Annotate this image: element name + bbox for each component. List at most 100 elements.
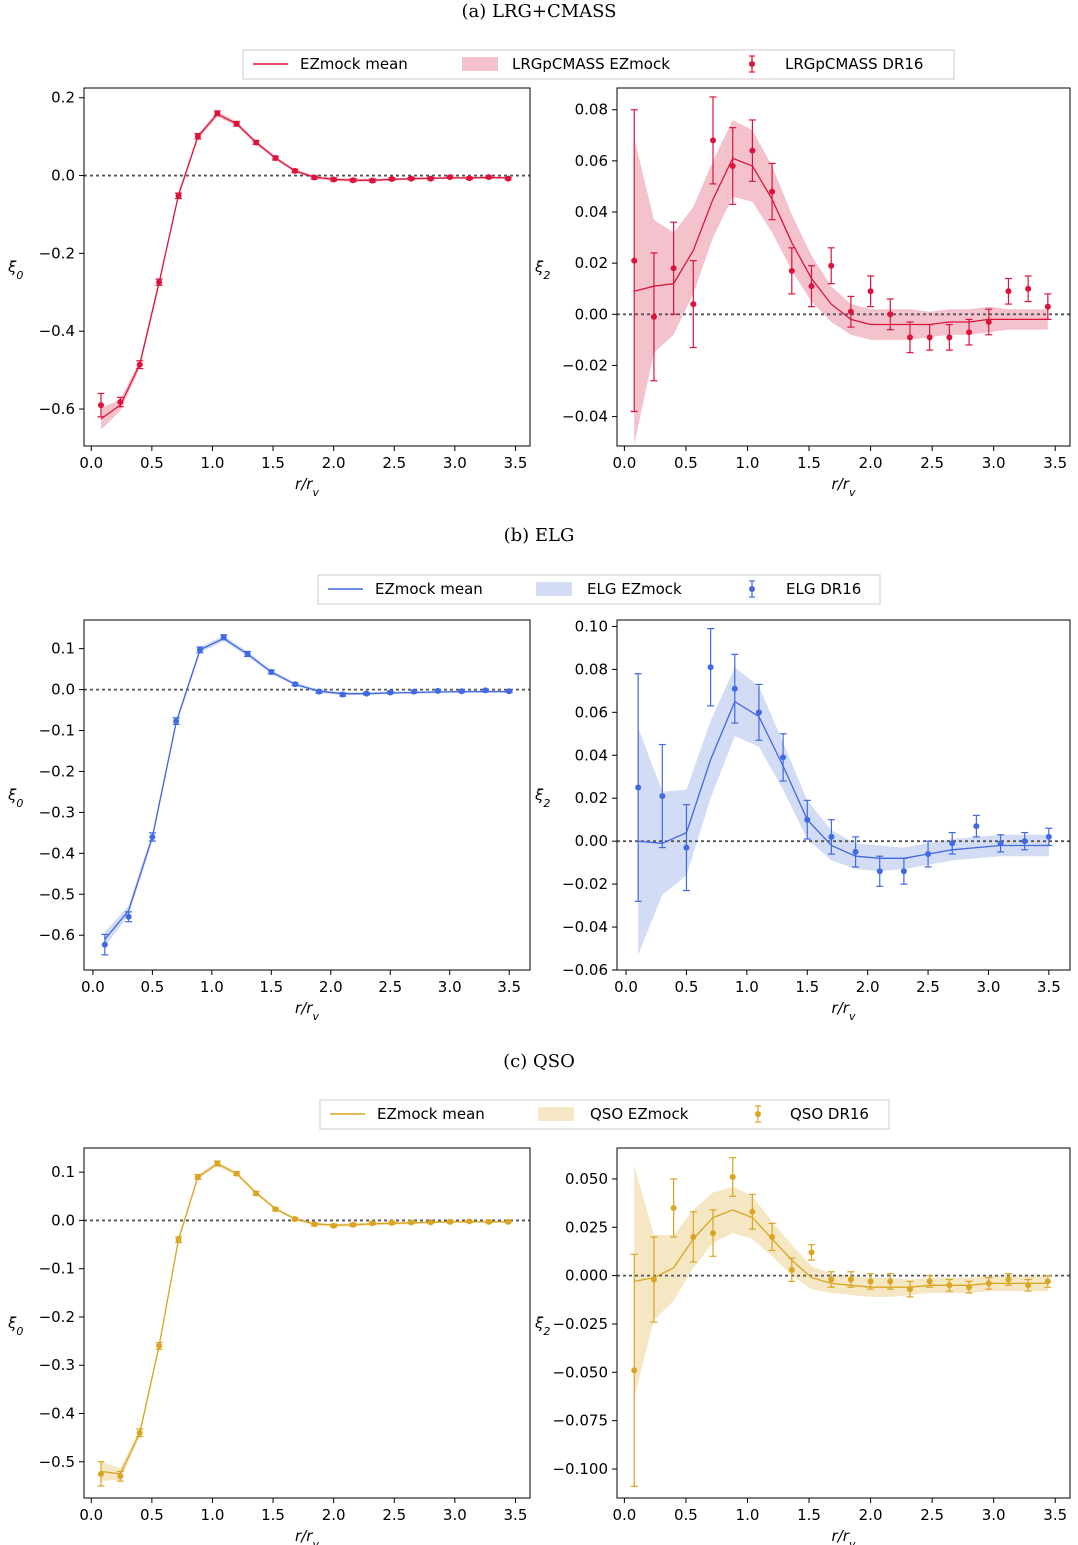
dr16-point [253, 1190, 260, 1197]
chart-c-xi2: 0.0 0.5 1.0 1.5 2.0 2.5 3.0 3.5 −0.100 −0.075 −0.0… [534, 1147, 1071, 1545]
legend-a-band-swatch [462, 57, 498, 71]
dr16-point [900, 868, 907, 875]
legend-b-obs-label: ELG DR16 [786, 580, 861, 598]
y-tick-label: −0.02 [562, 875, 608, 893]
dr16-point [136, 361, 143, 368]
dr16-point [659, 793, 666, 800]
x-tick-label: 3.0 [982, 454, 1006, 472]
dr16-point [427, 175, 434, 182]
dr16-point [482, 687, 489, 694]
ezmock-mean-line [100, 113, 509, 420]
dr16-point [196, 646, 203, 653]
legend-a: EZmock mean LRGpCMASS EZmock LRGpCMASS D… [242, 49, 955, 80]
y-axis-label: ξ2 [534, 786, 550, 810]
y-tick-label: 0.00 [575, 832, 608, 850]
x-tick-label: 0.0 [79, 1506, 103, 1524]
dr16-point [387, 689, 394, 696]
legend-b-mean-label: EZmock mean [375, 580, 483, 598]
y-axis-label: ξ0 [7, 258, 23, 282]
y-axis-label: ξ0 [7, 786, 23, 810]
dr16-point [1021, 838, 1028, 845]
dr16-point [214, 110, 221, 117]
x-axis-label: r/rv [832, 475, 856, 499]
panel-c-title: (c) QSO [503, 1051, 575, 1072]
y-tick-label: −0.2 [39, 762, 75, 780]
legend-c-marker [755, 1111, 761, 1117]
ezmock-mean-line [104, 637, 510, 940]
legend-c-obs-label: QSO DR16 [790, 1105, 869, 1123]
dr16-point [631, 1367, 638, 1374]
dr16-point [847, 308, 854, 315]
dr16-point [769, 188, 776, 195]
x-tick-label: 3.0 [982, 1506, 1006, 1524]
x-tick-label: 3.5 [1037, 978, 1061, 996]
chart-a-xi0: 0.0 0.5 1.0 1.5 2.0 2.5 3.0 3.5 −0.6 −0.4 −0.2 0.0 0… [7, 87, 531, 499]
dr16-point [887, 311, 894, 318]
legend-c-band-label: QSO EZmock [590, 1105, 689, 1123]
y-tick-label: −0.04 [562, 408, 608, 426]
x-tick-label: 1.0 [201, 1506, 225, 1524]
dr16-point [788, 267, 795, 274]
dr16-point [985, 1280, 992, 1287]
y-tick-label: 0.08 [575, 660, 608, 678]
dr16-point [268, 668, 275, 675]
dr16-point [233, 120, 240, 127]
y-tick-label: 0.0 [51, 1211, 75, 1229]
y-axis-label: ξ2 [534, 1314, 550, 1338]
dr16-point [311, 174, 318, 181]
dr16-point [350, 177, 357, 184]
x-tick-label: 1.0 [736, 454, 760, 472]
dr16-point [149, 833, 156, 840]
x-tick-label: 2.5 [382, 1506, 406, 1524]
dr16-point [330, 176, 337, 183]
y-tick-label: −0.06 [562, 961, 608, 979]
ezmock-band [104, 635, 510, 947]
x-tick-label: 2.5 [920, 1506, 944, 1524]
chart-a-xi2: 0.0 0.5 1.0 1.5 2.0 2.5 3.0 3.5 −0.04 −0.02 0.00 0.… [534, 87, 1071, 499]
y-tick-label: 0.08 [575, 101, 608, 119]
x-tick-label: 1.5 [795, 978, 819, 996]
legend-a-obs-label: LRGpCMASS DR16 [785, 55, 923, 73]
dr16-point [906, 334, 913, 341]
ezmock-mean-line [634, 1209, 1048, 1288]
x-tick-label: 3.0 [438, 978, 462, 996]
dr16-point [887, 1278, 894, 1285]
x-tick-label: 1.0 [736, 1506, 760, 1524]
x-axis-label: r/rv [832, 999, 856, 1023]
ezmock-band [634, 120, 1048, 445]
dr16-point [985, 318, 992, 325]
dr16-point [966, 1284, 973, 1291]
chart-c-xi0: 0.0 0.5 1.0 1.5 2.0 2.5 3.0 3.5 −0.5 −0.4 −0.3 −0.2… [7, 1147, 531, 1545]
y-tick-label: 0.06 [575, 703, 608, 721]
y-tick-label: −0.025 [552, 1315, 608, 1333]
dr16-point [847, 1276, 854, 1283]
x-tick-label: 3.5 [504, 1506, 528, 1524]
x-tick-label: 2.0 [322, 454, 346, 472]
ezmock-band [638, 667, 1049, 955]
y-tick-label: −0.6 [39, 400, 75, 418]
x-tick-label: 3.5 [1043, 1506, 1067, 1524]
dr16-point [292, 681, 299, 688]
x-tick-label: 0.5 [674, 1506, 698, 1524]
dr16-point [949, 840, 956, 847]
x-tick-label: 0.0 [79, 454, 103, 472]
dr16-point [828, 833, 835, 840]
dr16-point [156, 1342, 163, 1349]
y-tick-label: −0.2 [39, 1308, 75, 1326]
legend-c-frame [319, 1099, 890, 1130]
dr16-point [272, 1206, 279, 1213]
axes-frame [616, 87, 1071, 447]
dr16-point [828, 1276, 835, 1283]
axes-frame [83, 1147, 531, 1499]
y-tick-label: 0.2 [51, 89, 75, 107]
dr16-point [926, 334, 933, 341]
dr16-point [485, 174, 492, 181]
dr16-point [369, 177, 376, 184]
dr16-point [220, 634, 227, 641]
dr16-point [233, 1170, 240, 1177]
dr16-point [808, 283, 815, 290]
x-tick-label: 2.5 [920, 454, 944, 472]
y-axis-label: ξ0 [7, 1314, 23, 1338]
y-tick-label: 0.04 [575, 746, 608, 764]
y-tick-label: −0.1 [39, 722, 75, 740]
